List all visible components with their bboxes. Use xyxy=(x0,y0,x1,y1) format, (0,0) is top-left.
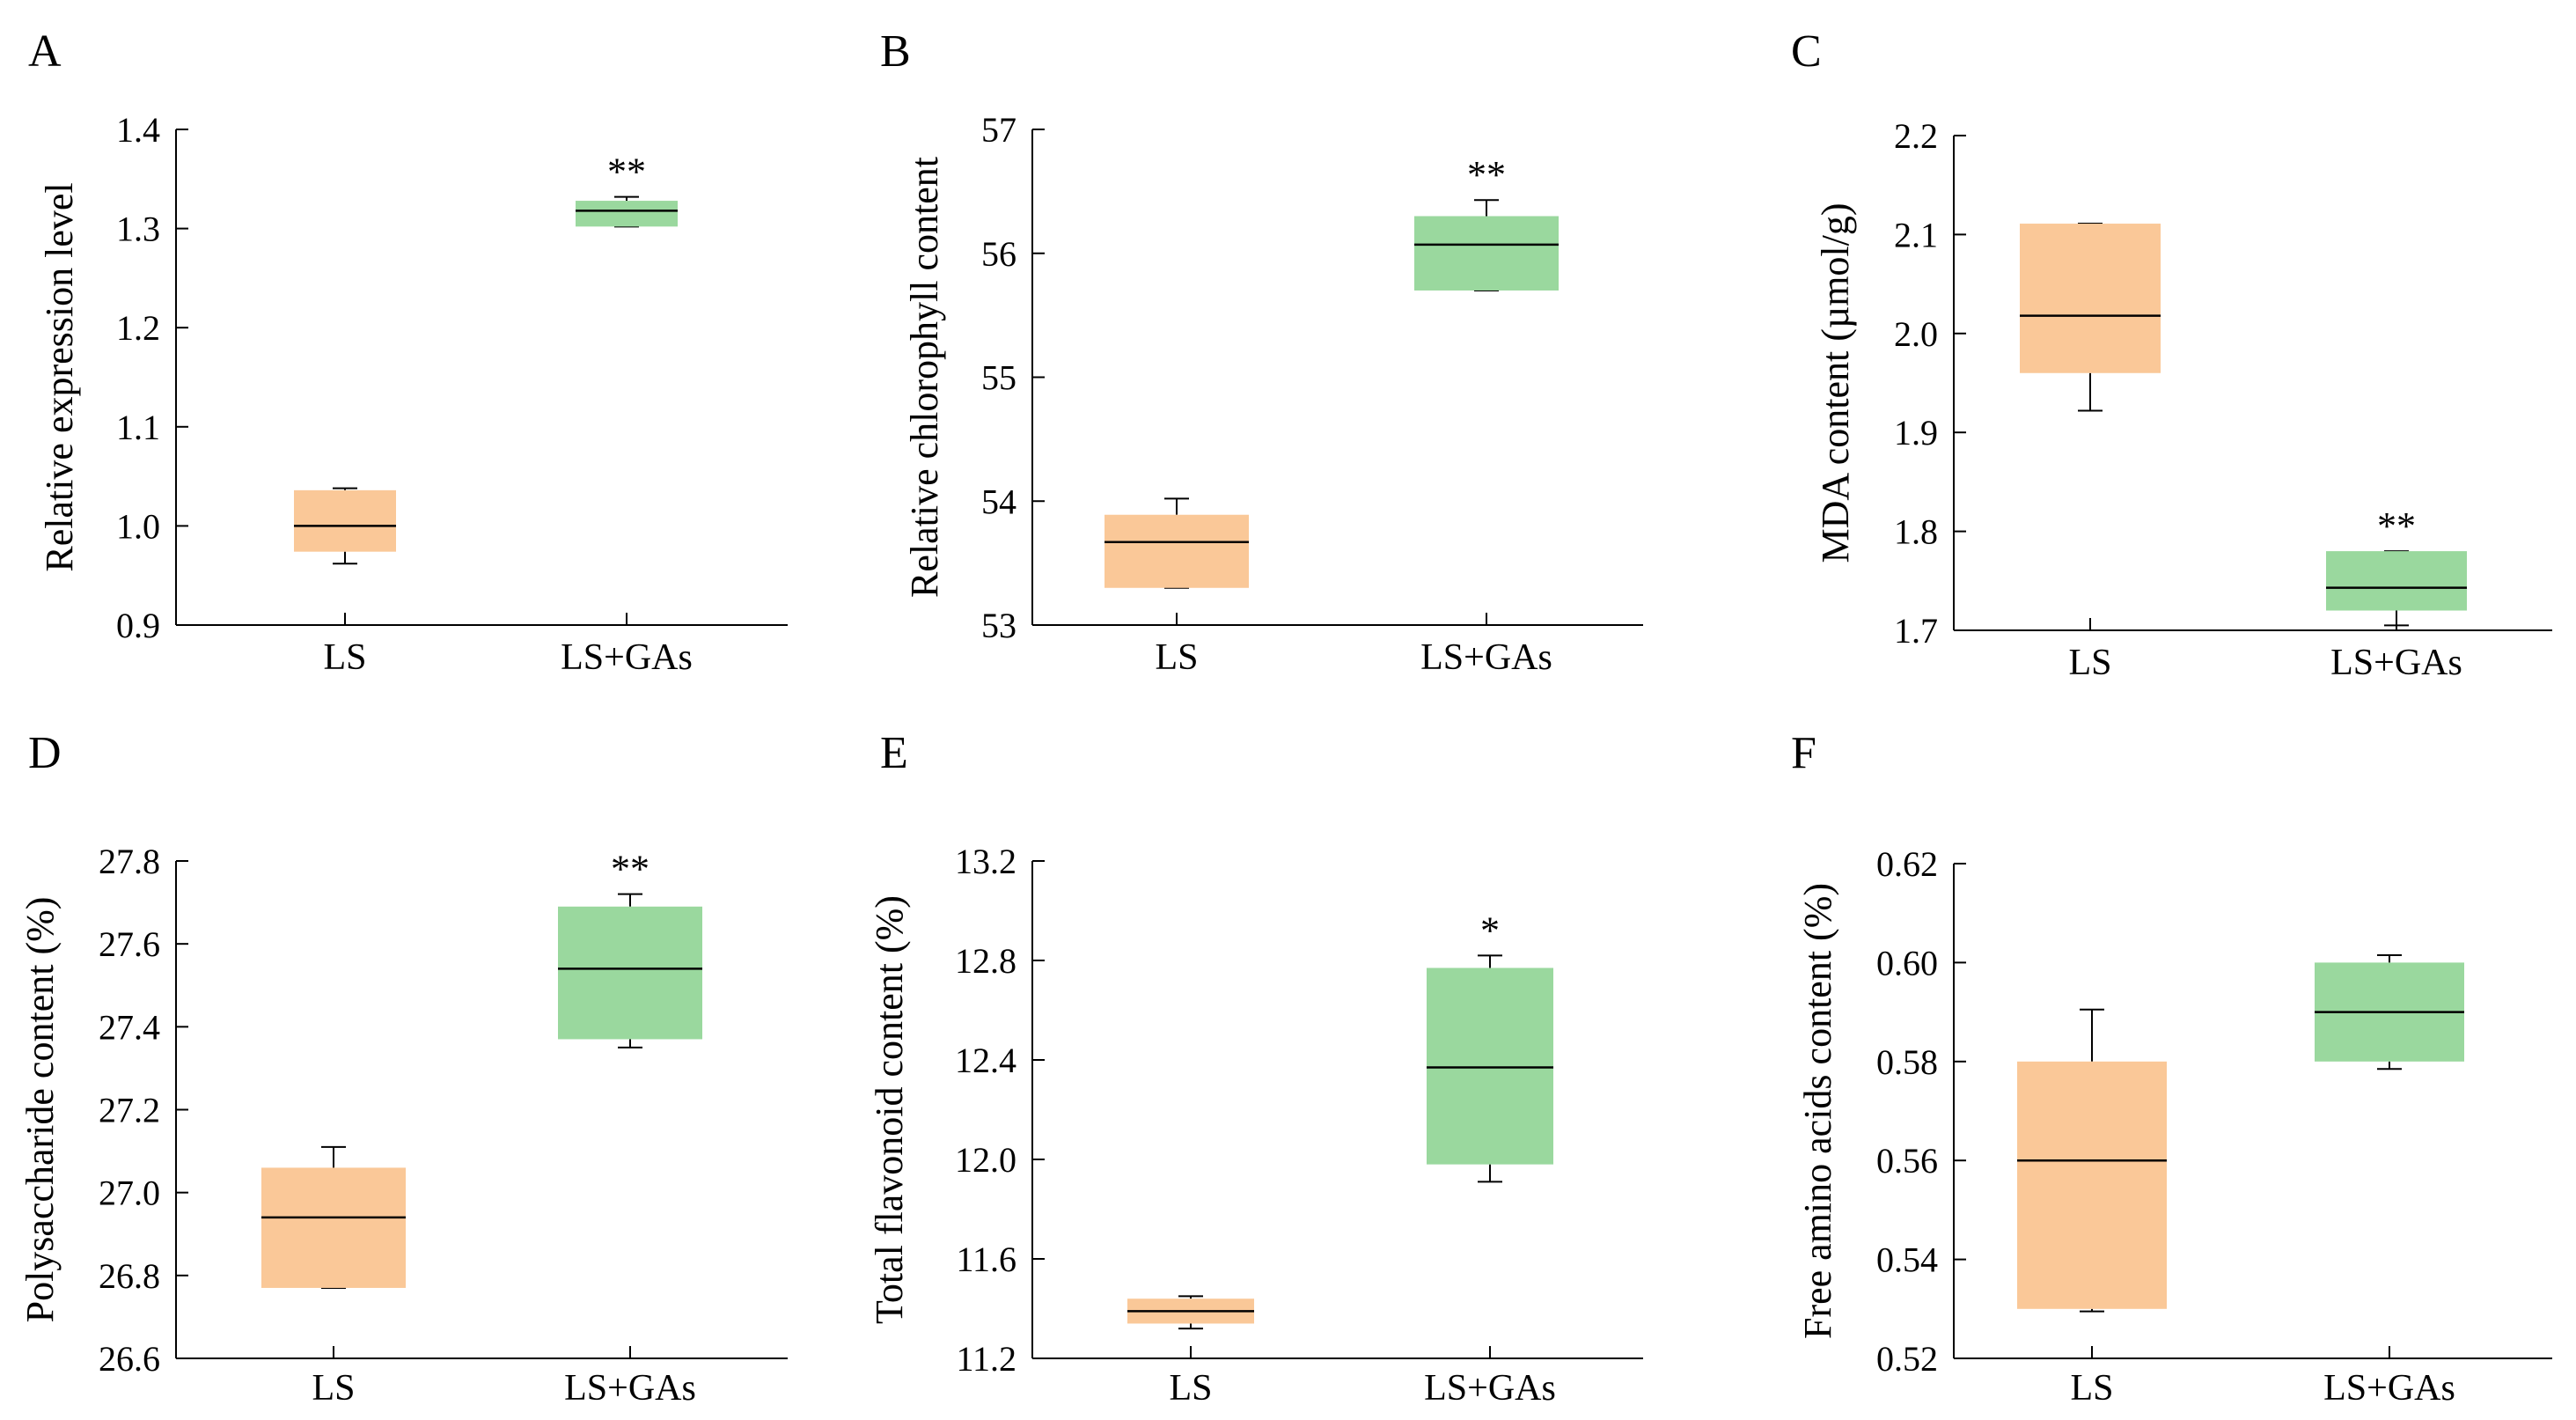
y-tick-label: 2.1 xyxy=(1894,215,1938,254)
x-tick-label: LS+GAs xyxy=(2330,643,2462,683)
y-tick-label: 0.54 xyxy=(1876,1240,1938,1280)
y-tick-label: 12.8 xyxy=(955,941,1016,981)
panel-letter: C xyxy=(1791,26,1822,77)
box-body xyxy=(2017,1061,2167,1309)
y-tick-label: 1.7 xyxy=(1894,611,1938,651)
y-tick-label: 27.4 xyxy=(99,1007,160,1047)
y-tick-label: 0.52 xyxy=(1876,1339,1938,1379)
panel-e: E 11.2 11.6 12.0 12.4 12.8 13.2 Total flavonoid… xyxy=(868,728,1643,1409)
y-tick-label: 12.4 xyxy=(955,1041,1016,1080)
y-tick-label: 0.60 xyxy=(1876,943,1938,982)
significance-label: ** xyxy=(2377,504,2416,548)
box-ls: LS xyxy=(1127,1295,1254,1409)
y-axis-title: Relative chlorophyll content xyxy=(903,157,946,598)
y-tick-label: 55 xyxy=(981,358,1016,398)
x-tick-label: LS+GAs xyxy=(2323,1368,2455,1409)
panel-f: F 0.52 0.54 0.56 0.58 0.60 0.62 Free amino acid… xyxy=(1791,728,2552,1409)
x-tick-label: LS xyxy=(1169,1368,1212,1409)
box-body xyxy=(2020,224,2161,373)
panel-a: A 0.9 1.0 1.1 1.2 1.3 1.4 Relative expression l… xyxy=(28,26,788,678)
panel-letter: D xyxy=(28,728,62,778)
y-tick-label: 1.4 xyxy=(116,110,160,150)
box-ls-gas: LS+GAs ** xyxy=(1414,153,1559,678)
box-body xyxy=(1105,514,1249,588)
x-tick-label: LS+GAs xyxy=(1424,1368,1556,1409)
y-axis-title: Total flavonoid content (%) xyxy=(868,895,911,1324)
x-tick-label: LS+GAs xyxy=(1420,637,1552,678)
y-tick-label: 27.8 xyxy=(99,842,160,881)
y-tick-label: 1.0 xyxy=(116,506,160,546)
y-tick-label: 1.3 xyxy=(116,210,160,249)
y-tick-label: 56 xyxy=(981,234,1016,274)
box-ls: LS xyxy=(2017,1008,2167,1409)
y-tick-label: 2.0 xyxy=(1894,314,1938,354)
y-tick-label: 27.6 xyxy=(99,924,160,964)
y-tick-label: 0.62 xyxy=(1876,844,1938,884)
significance-label: ** xyxy=(607,151,646,194)
y-tick-label: 0.56 xyxy=(1876,1141,1938,1181)
panel-letter: E xyxy=(880,728,908,778)
box-ls-gas: LS+GAs xyxy=(2315,953,2464,1409)
y-tick-label: 12.0 xyxy=(955,1140,1016,1180)
significance-label: ** xyxy=(1467,153,1506,196)
panel-b: B 53 54 55 56 57 Relative chlorophyll content L… xyxy=(880,26,1643,678)
box-body xyxy=(261,1167,406,1288)
box-ls-gas: LS+GAs ** xyxy=(561,151,693,678)
y-tick-label: 1.1 xyxy=(116,408,160,447)
x-tick-label: LS xyxy=(323,637,366,678)
box-ls: LS xyxy=(2020,223,2161,683)
box-ls-gas: LS+GAs ** xyxy=(2326,504,2467,683)
panel-d: D 26.6 26.8 27.0 27.2 27.4 27.6 27.8 Polysacchar… xyxy=(18,728,788,1409)
y-tick-label: 11.2 xyxy=(956,1339,1016,1379)
box-body xyxy=(1414,216,1559,291)
y-tick-label: 26.6 xyxy=(99,1339,160,1379)
box-body xyxy=(558,906,702,1040)
box-ls: LS xyxy=(294,487,396,678)
box-body xyxy=(576,201,678,227)
x-tick-label: LS+GAs xyxy=(564,1368,696,1409)
y-axis-title: Relative expression level xyxy=(38,182,81,571)
panel-letter: A xyxy=(28,26,62,77)
y-tick-label: 0.9 xyxy=(116,606,160,645)
box-ls-gas: LS+GAs ** xyxy=(558,848,702,1409)
y-tick-label: 57 xyxy=(981,110,1016,150)
y-tick-label: 27.2 xyxy=(99,1091,160,1130)
box-ls-gas: LS+GAs * xyxy=(1424,909,1556,1409)
panel-letter: F xyxy=(1791,728,1816,778)
y-tick-label: 26.8 xyxy=(99,1256,160,1296)
y-axis-title: Free amino acids content (%) xyxy=(1796,883,1839,1339)
y-tick-label: 27.0 xyxy=(99,1174,160,1213)
y-axis-title: Polysaccharide content (%) xyxy=(18,897,62,1323)
y-tick-label: 11.6 xyxy=(956,1240,1016,1279)
y-tick-label: 2.2 xyxy=(1894,116,1938,156)
x-tick-label: LS+GAs xyxy=(561,637,693,678)
y-tick-label: 13.2 xyxy=(955,842,1016,881)
box-body xyxy=(2326,551,2467,611)
panel-c: C 1.7 1.8 1.9 2.0 2.1 2.2 MDA content (µmol/g) L… xyxy=(1791,26,2552,683)
y-tick-label: 0.58 xyxy=(1876,1042,1938,1082)
y-tick-label: 53 xyxy=(981,606,1016,645)
x-tick-label: LS xyxy=(312,1368,355,1409)
panel-letter: B xyxy=(880,26,911,77)
y-axis-title: MDA content (µmol/g) xyxy=(1814,202,1857,563)
x-tick-label: LS xyxy=(2068,643,2111,683)
box-ls: LS xyxy=(261,1145,406,1409)
box-body xyxy=(1427,968,1553,1165)
box-ls: LS xyxy=(1105,497,1249,678)
y-tick-label: 1.9 xyxy=(1894,413,1938,452)
y-tick-label: 1.2 xyxy=(116,308,160,348)
significance-label: ** xyxy=(611,848,650,891)
x-tick-label: LS xyxy=(1155,637,1198,678)
significance-label: * xyxy=(1480,909,1500,952)
box-body xyxy=(294,489,396,552)
x-tick-label: LS xyxy=(2070,1368,2113,1409)
y-tick-label: 1.8 xyxy=(1894,512,1938,552)
y-tick-label: 54 xyxy=(981,482,1016,521)
